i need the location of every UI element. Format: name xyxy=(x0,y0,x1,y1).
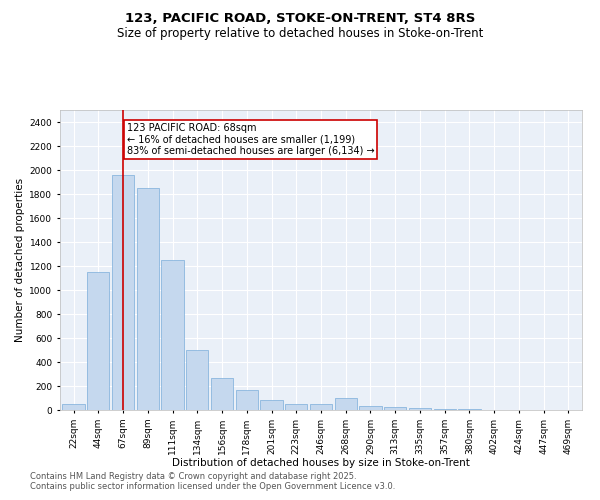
Bar xyxy=(87,272,109,410)
Bar xyxy=(335,398,357,410)
Bar xyxy=(310,404,332,410)
Bar xyxy=(161,260,184,410)
Bar xyxy=(384,407,406,410)
Text: 123 PACIFIC ROAD: 68sqm
← 16% of detached houses are smaller (1,199)
83% of semi: 123 PACIFIC ROAD: 68sqm ← 16% of detache… xyxy=(127,123,374,156)
X-axis label: Distribution of detached houses by size in Stoke-on-Trent: Distribution of detached houses by size … xyxy=(172,458,470,468)
Text: 123, PACIFIC ROAD, STOKE-ON-TRENT, ST4 8RS: 123, PACIFIC ROAD, STOKE-ON-TRENT, ST4 8… xyxy=(125,12,475,26)
Bar xyxy=(186,350,208,410)
Bar xyxy=(211,378,233,410)
Text: Size of property relative to detached houses in Stoke-on-Trent: Size of property relative to detached ho… xyxy=(117,28,483,40)
Bar xyxy=(285,404,307,410)
Text: Contains public sector information licensed under the Open Government Licence v3: Contains public sector information licen… xyxy=(30,482,395,491)
Bar xyxy=(359,406,382,410)
Bar xyxy=(236,390,258,410)
Bar xyxy=(62,404,85,410)
Bar xyxy=(112,175,134,410)
Y-axis label: Number of detached properties: Number of detached properties xyxy=(15,178,25,342)
Bar xyxy=(409,408,431,410)
Bar xyxy=(137,188,159,410)
Bar xyxy=(260,400,283,410)
Text: Contains HM Land Registry data © Crown copyright and database right 2025.: Contains HM Land Registry data © Crown c… xyxy=(30,472,356,481)
